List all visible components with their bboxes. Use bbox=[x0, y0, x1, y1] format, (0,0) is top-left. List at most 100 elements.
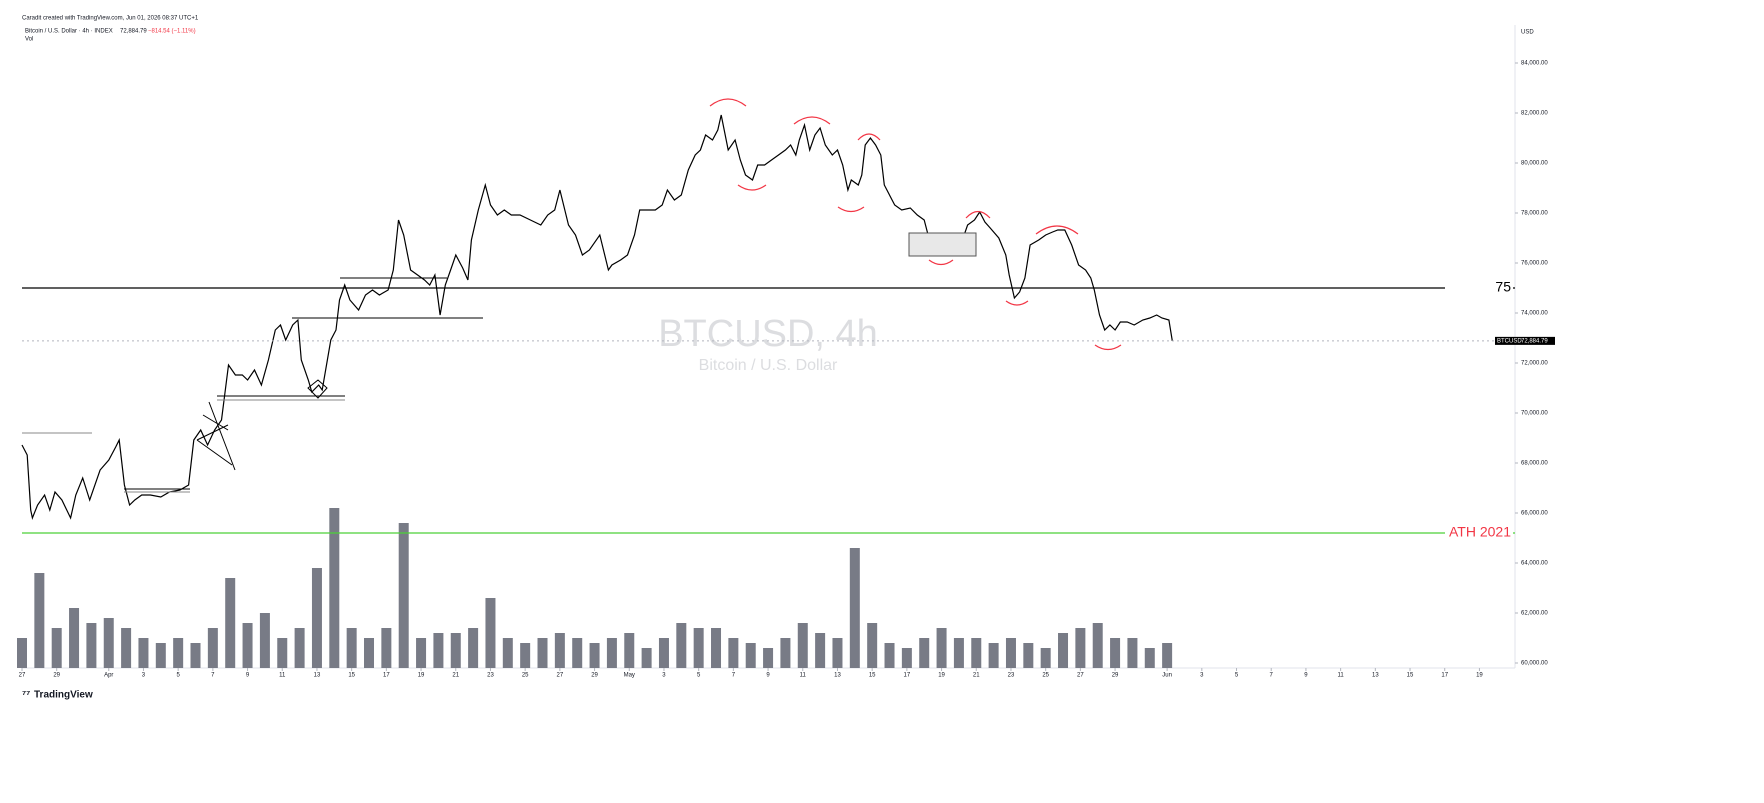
volume-bar bbox=[1110, 638, 1121, 668]
arc bbox=[1094, 344, 1122, 351]
volume-bar bbox=[364, 638, 375, 668]
x-tick-label: 7 bbox=[1270, 673, 1274, 679]
y-tick-label: 70,000.00 bbox=[1521, 411, 1548, 417]
volume-bar bbox=[589, 643, 600, 668]
diamond-pattern bbox=[307, 379, 328, 399]
volume-bar bbox=[901, 648, 912, 668]
volume-bar bbox=[711, 628, 722, 668]
arc bbox=[1005, 300, 1029, 306]
volume-bar bbox=[242, 623, 253, 668]
legend-change: −814.54 (−1.11%) bbox=[148, 29, 196, 35]
x-tick-label: 29 bbox=[591, 673, 598, 679]
volume-bar bbox=[953, 638, 964, 668]
price-line bbox=[21, 114, 1173, 521]
volume-bar bbox=[416, 638, 427, 668]
x-tick-label: 3 bbox=[662, 673, 666, 679]
x-tick-label: 9 bbox=[1304, 673, 1308, 679]
volume-bar bbox=[988, 643, 999, 668]
volume-bar bbox=[624, 633, 635, 668]
arc bbox=[928, 259, 954, 266]
volume-bar bbox=[1005, 638, 1016, 668]
x-tick-label: 15 bbox=[1407, 673, 1414, 679]
volume-bar bbox=[311, 568, 322, 668]
volume-bar bbox=[155, 643, 166, 668]
volume-bar bbox=[520, 643, 531, 668]
volume-bar bbox=[450, 633, 461, 668]
volume-bar bbox=[832, 638, 843, 668]
volume-bar bbox=[225, 578, 236, 668]
legend-volume: Vol bbox=[25, 37, 33, 43]
volume-bar bbox=[693, 628, 704, 668]
x-tick-label: 5 bbox=[1235, 673, 1239, 679]
volume-bar bbox=[138, 638, 149, 668]
volume-bar bbox=[17, 638, 27, 668]
volume-bar bbox=[34, 573, 45, 668]
volume-bar bbox=[1040, 648, 1051, 668]
arc bbox=[709, 98, 747, 107]
volume-bar bbox=[1127, 638, 1138, 668]
x-tick-label: 19 bbox=[938, 673, 945, 679]
volume-bar bbox=[398, 523, 409, 668]
x-tick-label: Apr bbox=[104, 673, 113, 679]
volume-bar bbox=[86, 623, 97, 668]
volume-bar bbox=[468, 628, 479, 668]
x-tick-label: 27 bbox=[1077, 673, 1084, 679]
volume-bar bbox=[658, 638, 669, 668]
legend: Bitcoin / U.S. Dollar · 4h · INDEX 72,88… bbox=[25, 29, 196, 43]
x-tick-label: 21 bbox=[452, 673, 459, 679]
x-tick-label: 5 bbox=[176, 673, 180, 679]
volume-bar bbox=[259, 613, 270, 668]
volume-bar bbox=[763, 648, 774, 668]
x-tick-label: 23 bbox=[1008, 673, 1015, 679]
arc bbox=[857, 133, 881, 141]
legend-close: 72,884.79 bbox=[120, 29, 147, 35]
volume-bar bbox=[537, 638, 548, 668]
x-tick-label: 25 bbox=[522, 673, 529, 679]
volume-bar bbox=[1023, 643, 1034, 668]
volume-bar bbox=[971, 638, 982, 668]
volume-bar bbox=[867, 623, 878, 668]
y-tick-label: 76,000.00 bbox=[1521, 261, 1548, 267]
volume-bar bbox=[51, 628, 62, 668]
volume-bar bbox=[745, 643, 756, 668]
x-tick-label: 5 bbox=[697, 673, 701, 679]
x-tick-label: 17 bbox=[904, 673, 911, 679]
volume-bar bbox=[329, 508, 340, 668]
watermark: BTCUSD, 4h bbox=[658, 313, 878, 355]
x-tick-label: 11 bbox=[279, 673, 286, 679]
volume-bar bbox=[1144, 648, 1155, 668]
price-tag-bg bbox=[1495, 336, 1555, 345]
volume-bar bbox=[572, 638, 583, 668]
x-tick-label: 19 bbox=[1476, 673, 1483, 679]
volume-bar bbox=[554, 633, 565, 668]
y-tick-label: 74,000.00 bbox=[1521, 311, 1548, 317]
arc bbox=[965, 210, 991, 219]
range-box bbox=[908, 232, 977, 257]
level-label-bg bbox=[1445, 525, 1513, 541]
footer-logo: ⁷⁷ bbox=[22, 690, 30, 701]
y-tick-label: 84,000.00 bbox=[1521, 61, 1548, 67]
arc bbox=[1035, 225, 1079, 235]
footer-brand: TradingView bbox=[34, 690, 93, 701]
volume-bar bbox=[1092, 623, 1103, 668]
y-tick-label: 80,000.00 bbox=[1521, 161, 1548, 167]
volume-bar bbox=[346, 628, 357, 668]
x-tick-label: 17 bbox=[1441, 673, 1448, 679]
x-tick-label: 9 bbox=[766, 673, 770, 679]
x-tick-label: 7 bbox=[211, 673, 215, 679]
volume-bar bbox=[381, 628, 392, 668]
arc bbox=[793, 116, 831, 125]
level-label-bg bbox=[1445, 280, 1513, 296]
x-tick-label: Jun bbox=[1162, 673, 1172, 679]
y-tick-label: 72,000.00 bbox=[1521, 361, 1548, 367]
y-tick-label: 60,000.00 bbox=[1521, 661, 1548, 667]
x-tick-label: 13 bbox=[1372, 673, 1379, 679]
volume-bar bbox=[1162, 643, 1173, 668]
volume-bar bbox=[103, 618, 114, 668]
volume-bar bbox=[294, 628, 305, 668]
price-tag-label: 72,884.79 bbox=[1521, 338, 1548, 344]
x-tick-label: 13 bbox=[834, 673, 841, 679]
y-tick-label: 82,000.00 bbox=[1521, 111, 1548, 117]
triangle-pattern bbox=[196, 401, 236, 471]
